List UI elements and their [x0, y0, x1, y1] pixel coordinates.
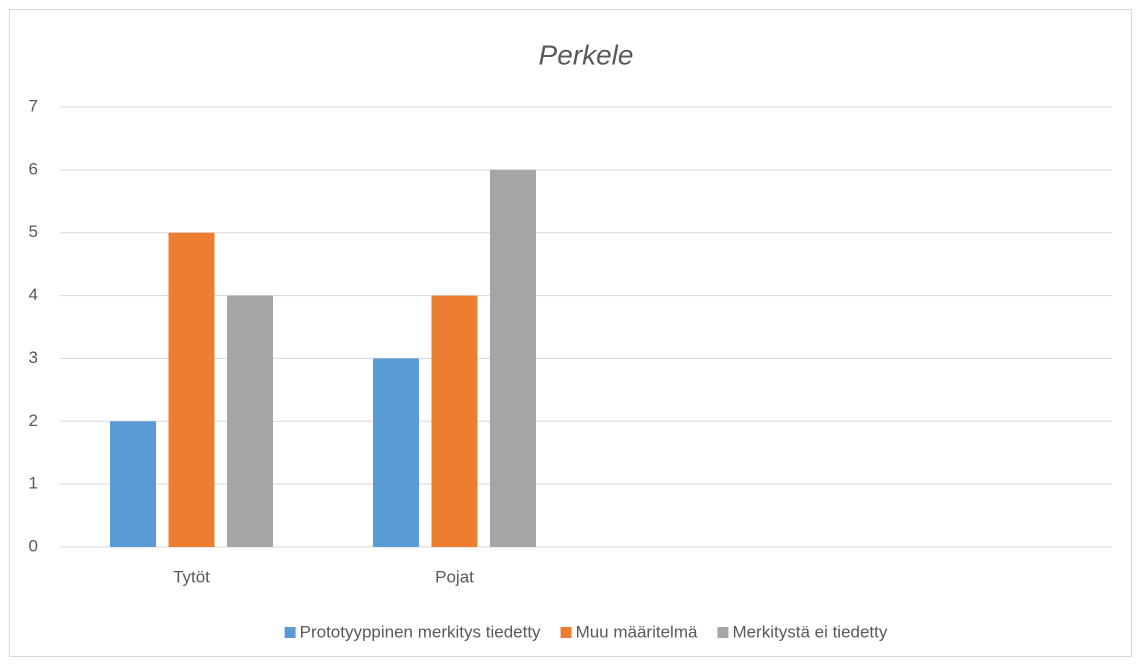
x-tick-label: Tytöt [173, 567, 210, 586]
chart-title: Perkele [539, 39, 634, 70]
bar [431, 295, 478, 547]
legend-label: Muu määritelmä [576, 622, 698, 641]
y-tick-label: 1 [29, 474, 38, 493]
bar [227, 295, 273, 547]
legend-label: Prototyyppinen merkitys tiedetty [300, 622, 541, 641]
x-tick-label: Pojat [435, 567, 474, 586]
legend-swatch [284, 627, 296, 638]
bar [490, 169, 536, 547]
legend-swatch [560, 627, 572, 638]
bar [110, 421, 156, 547]
y-tick-label: 4 [29, 285, 38, 304]
bar [373, 358, 419, 547]
y-tick-label: 7 [29, 96, 38, 115]
y-tick-label: 6 [29, 159, 38, 178]
y-tick-label: 3 [29, 348, 38, 367]
legend-swatch [717, 627, 729, 638]
y-tick-label: 5 [29, 222, 38, 241]
legend-label: Merkitystä ei tiedetty [732, 622, 887, 641]
y-tick-label: 2 [29, 411, 38, 430]
y-tick-label: 0 [29, 536, 38, 555]
bar [168, 232, 215, 547]
